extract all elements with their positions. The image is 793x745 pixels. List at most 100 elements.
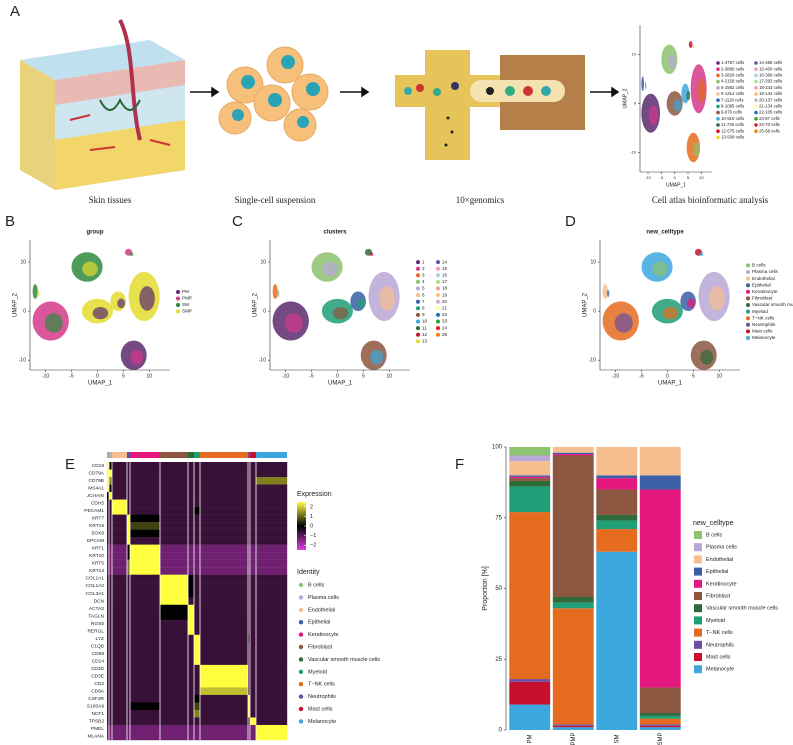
heatmap-cell bbox=[160, 619, 189, 628]
bar-segment bbox=[596, 551, 638, 730]
heatmap-cell bbox=[200, 574, 249, 583]
y-axis-label: Proportion [%] bbox=[482, 566, 489, 610]
legend-label: 21-134 cells bbox=[759, 104, 782, 109]
legend-swatch bbox=[694, 628, 702, 637]
y-tick-label: 100 bbox=[492, 445, 503, 451]
heatmap-cell bbox=[188, 597, 195, 605]
heatmap-cell bbox=[107, 627, 110, 636]
x-tick-label: -10 bbox=[282, 373, 289, 379]
heatmap-cell bbox=[107, 724, 110, 733]
heatmap-cell bbox=[107, 672, 110, 681]
cell-cluster bbox=[92, 307, 109, 320]
scale-tick-label: 2 bbox=[310, 504, 313, 510]
x-tick-label: -5 bbox=[639, 373, 644, 379]
heatmap-cell bbox=[130, 679, 161, 688]
heatmap-cell bbox=[109, 604, 113, 613]
heatmap-cell bbox=[248, 702, 251, 711]
heatmap-cell bbox=[200, 634, 249, 643]
heatmap-cell bbox=[112, 544, 128, 553]
heatmap-cell bbox=[256, 672, 288, 681]
y-axis-label: UMAP_2 bbox=[253, 292, 259, 317]
legend-title: new_celltype bbox=[693, 520, 734, 527]
gene-label: C1QB bbox=[91, 643, 104, 649]
heatmap-cell bbox=[256, 484, 288, 493]
heatmap-cell bbox=[250, 687, 257, 696]
cell-suspension bbox=[218, 46, 329, 142]
identity-bar bbox=[256, 452, 287, 458]
heatmap-cell bbox=[109, 477, 113, 485]
heatmap-cell bbox=[248, 514, 251, 523]
heatmap-cell bbox=[256, 634, 288, 643]
heatmap-cell bbox=[160, 574, 189, 583]
x-tick-label: PM bbox=[527, 734, 533, 743]
cell-cluster bbox=[44, 313, 63, 333]
heatmap-cell bbox=[250, 462, 257, 470]
legend-label: Melanocyte bbox=[308, 719, 336, 725]
heatmap-cell bbox=[200, 522, 249, 530]
heatmap-cell bbox=[112, 664, 128, 673]
heatmap-cell bbox=[250, 627, 257, 636]
heatmap-cell bbox=[200, 537, 249, 545]
gene-label: KRT10 bbox=[89, 553, 104, 559]
heatmap-cell bbox=[256, 514, 288, 523]
y-tick-label: 0 bbox=[23, 308, 26, 314]
cell-cluster bbox=[369, 252, 374, 256]
legend-dot bbox=[416, 332, 420, 337]
legend-label: PMP bbox=[182, 296, 192, 301]
legend-swatch bbox=[694, 567, 702, 576]
heatmap-cell bbox=[200, 664, 249, 673]
gene-label: PECAM1 bbox=[84, 508, 104, 514]
y-tick-label: -10 bbox=[630, 149, 637, 154]
heatmap-cell bbox=[200, 514, 249, 523]
legend-label: Keratinocyte bbox=[308, 632, 339, 638]
heatmap-cell bbox=[194, 732, 201, 741]
heatmap-cell bbox=[200, 657, 249, 666]
legend-label: Epithelial bbox=[308, 620, 330, 626]
legend-label: 25-66 cells bbox=[759, 128, 780, 133]
legend-title: Expression bbox=[297, 491, 332, 498]
heatmap-cell bbox=[200, 702, 249, 711]
cell-cluster bbox=[357, 298, 366, 309]
heatmap-cell bbox=[109, 709, 113, 718]
heatmap-cell bbox=[160, 589, 189, 598]
heatmap-cell bbox=[194, 537, 201, 545]
heatmap-cell bbox=[188, 492, 195, 500]
legend-dot bbox=[716, 123, 720, 127]
legend-label: Myeloid bbox=[308, 669, 327, 675]
legend-dot bbox=[416, 260, 420, 265]
plot-title: clusters bbox=[323, 230, 347, 236]
legend-label: 1 bbox=[422, 259, 425, 264]
heatmap-cell bbox=[256, 469, 288, 478]
bar-segment bbox=[509, 461, 551, 476]
heatmap-cell bbox=[188, 567, 195, 575]
heatmap-cell bbox=[200, 507, 249, 515]
heatmap-cell bbox=[107, 604, 110, 613]
heatmap-cell bbox=[248, 612, 251, 620]
heatmap-cell bbox=[109, 537, 113, 545]
scale-tick-label: 0 bbox=[310, 523, 313, 529]
step-caption: Skin tissues bbox=[89, 195, 132, 205]
heatmap-cell bbox=[188, 514, 195, 523]
heatmap-cell bbox=[127, 462, 131, 470]
legend-dot bbox=[754, 117, 758, 121]
heatmap-cell bbox=[112, 642, 128, 651]
heatmap-cell bbox=[248, 619, 251, 628]
scale-tick-label: −2 bbox=[310, 543, 316, 549]
cell-cluster bbox=[673, 99, 682, 112]
heatmap-cell bbox=[248, 559, 251, 568]
legend-dot bbox=[416, 279, 420, 284]
heatmap-cell bbox=[109, 627, 113, 636]
heatmap-cell bbox=[160, 732, 189, 741]
legend-dot bbox=[416, 312, 420, 317]
heatmap-cell bbox=[256, 732, 288, 741]
heatmap-cell bbox=[250, 484, 257, 493]
heatmap-cell bbox=[194, 687, 201, 696]
legend-dot bbox=[716, 98, 720, 102]
identity-bar bbox=[248, 452, 250, 458]
heatmap-cell bbox=[130, 462, 161, 470]
heatmap-cell bbox=[130, 687, 161, 696]
legend-label: 5 bbox=[422, 286, 425, 291]
heatmap-cell bbox=[194, 672, 201, 681]
heatmap-cell bbox=[130, 649, 161, 658]
legend-dot bbox=[416, 326, 420, 331]
